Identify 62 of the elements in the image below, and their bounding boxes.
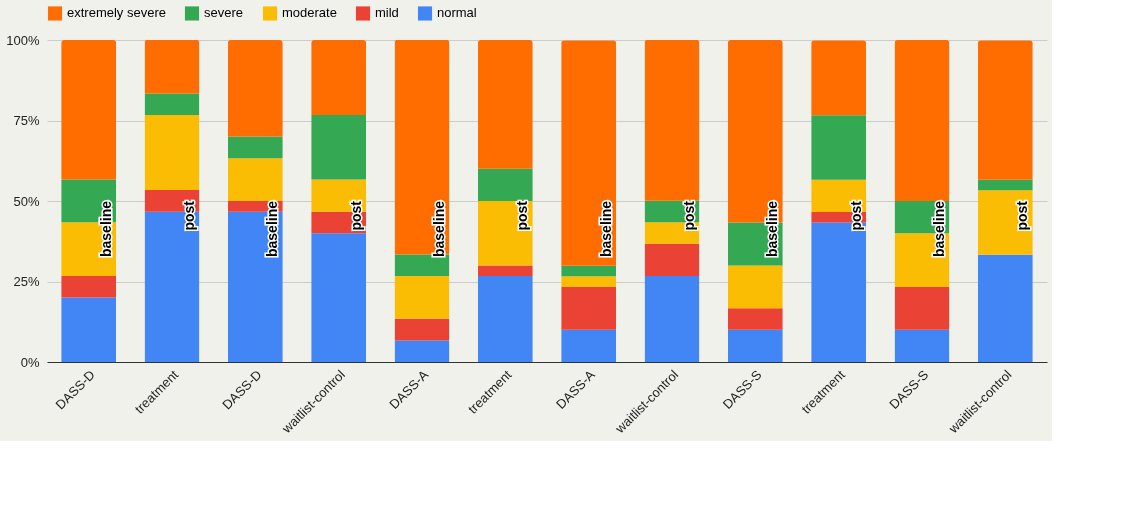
- bar: [727, 308, 783, 330]
- bar: [644, 243, 700, 277]
- legend-label: moderate: [282, 5, 337, 21]
- y-tick-label: 25%: [13, 274, 40, 289]
- bar: [977, 254, 1033, 362]
- bar: [227, 40, 283, 137]
- y-tick-label: 75%: [13, 113, 40, 128]
- bar: [61, 276, 117, 298]
- bar: [894, 40, 950, 201]
- annotation: baseline: [764, 200, 781, 258]
- bar: [644, 39, 700, 201]
- bar: [144, 93, 200, 116]
- bar: [311, 115, 367, 180]
- annotation: baseline: [97, 200, 114, 258]
- bar: [477, 40, 533, 169]
- legend-label: extremely severe: [67, 5, 166, 21]
- bar: [727, 329, 783, 362]
- bar: [144, 39, 200, 94]
- bar: [61, 40, 117, 180]
- y-tick-label: 100%: [6, 32, 40, 48]
- bar: [477, 168, 533, 201]
- bar: [477, 265, 533, 277]
- y-tick-label: 50%: [13, 193, 40, 209]
- annotation: post: [681, 200, 697, 231]
- annotation: post: [1014, 200, 1031, 231]
- bar: [394, 39, 450, 255]
- bar: [811, 40, 867, 116]
- bar: [394, 340, 450, 362]
- annotation: baseline: [931, 200, 947, 258]
- bar: [561, 329, 617, 362]
- annotation: baseline: [264, 200, 281, 258]
- bar: [394, 254, 450, 277]
- annotation: post: [181, 200, 197, 231]
- annotation: post: [514, 200, 531, 231]
- bar: [311, 40, 367, 116]
- bar: [394, 318, 450, 341]
- bar: [394, 276, 450, 319]
- annotation: post: [347, 200, 364, 231]
- bar: [477, 276, 533, 362]
- y-tick-label: 0%: [20, 354, 40, 370]
- bar: [644, 276, 700, 362]
- legend-label: normal: [437, 5, 477, 21]
- legend-label: mild: [375, 5, 399, 21]
- bar: [61, 297, 117, 362]
- bar: [561, 265, 617, 277]
- bar: [227, 158, 283, 201]
- bar: [144, 115, 200, 191]
- bar: [811, 115, 867, 180]
- bar: [977, 40, 1033, 180]
- bar: [561, 40, 617, 266]
- legend-label: severe: [204, 5, 244, 21]
- bar: [311, 233, 367, 362]
- bar: [894, 286, 950, 330]
- annotation: baseline: [597, 200, 614, 258]
- bar: [727, 265, 783, 309]
- bar: [227, 136, 283, 159]
- annotation: baseline: [431, 200, 447, 258]
- annotation: post: [847, 200, 864, 231]
- bar: [894, 329, 950, 362]
- bar: [561, 276, 617, 287]
- bar: [561, 286, 617, 330]
- bar: [977, 179, 1033, 191]
